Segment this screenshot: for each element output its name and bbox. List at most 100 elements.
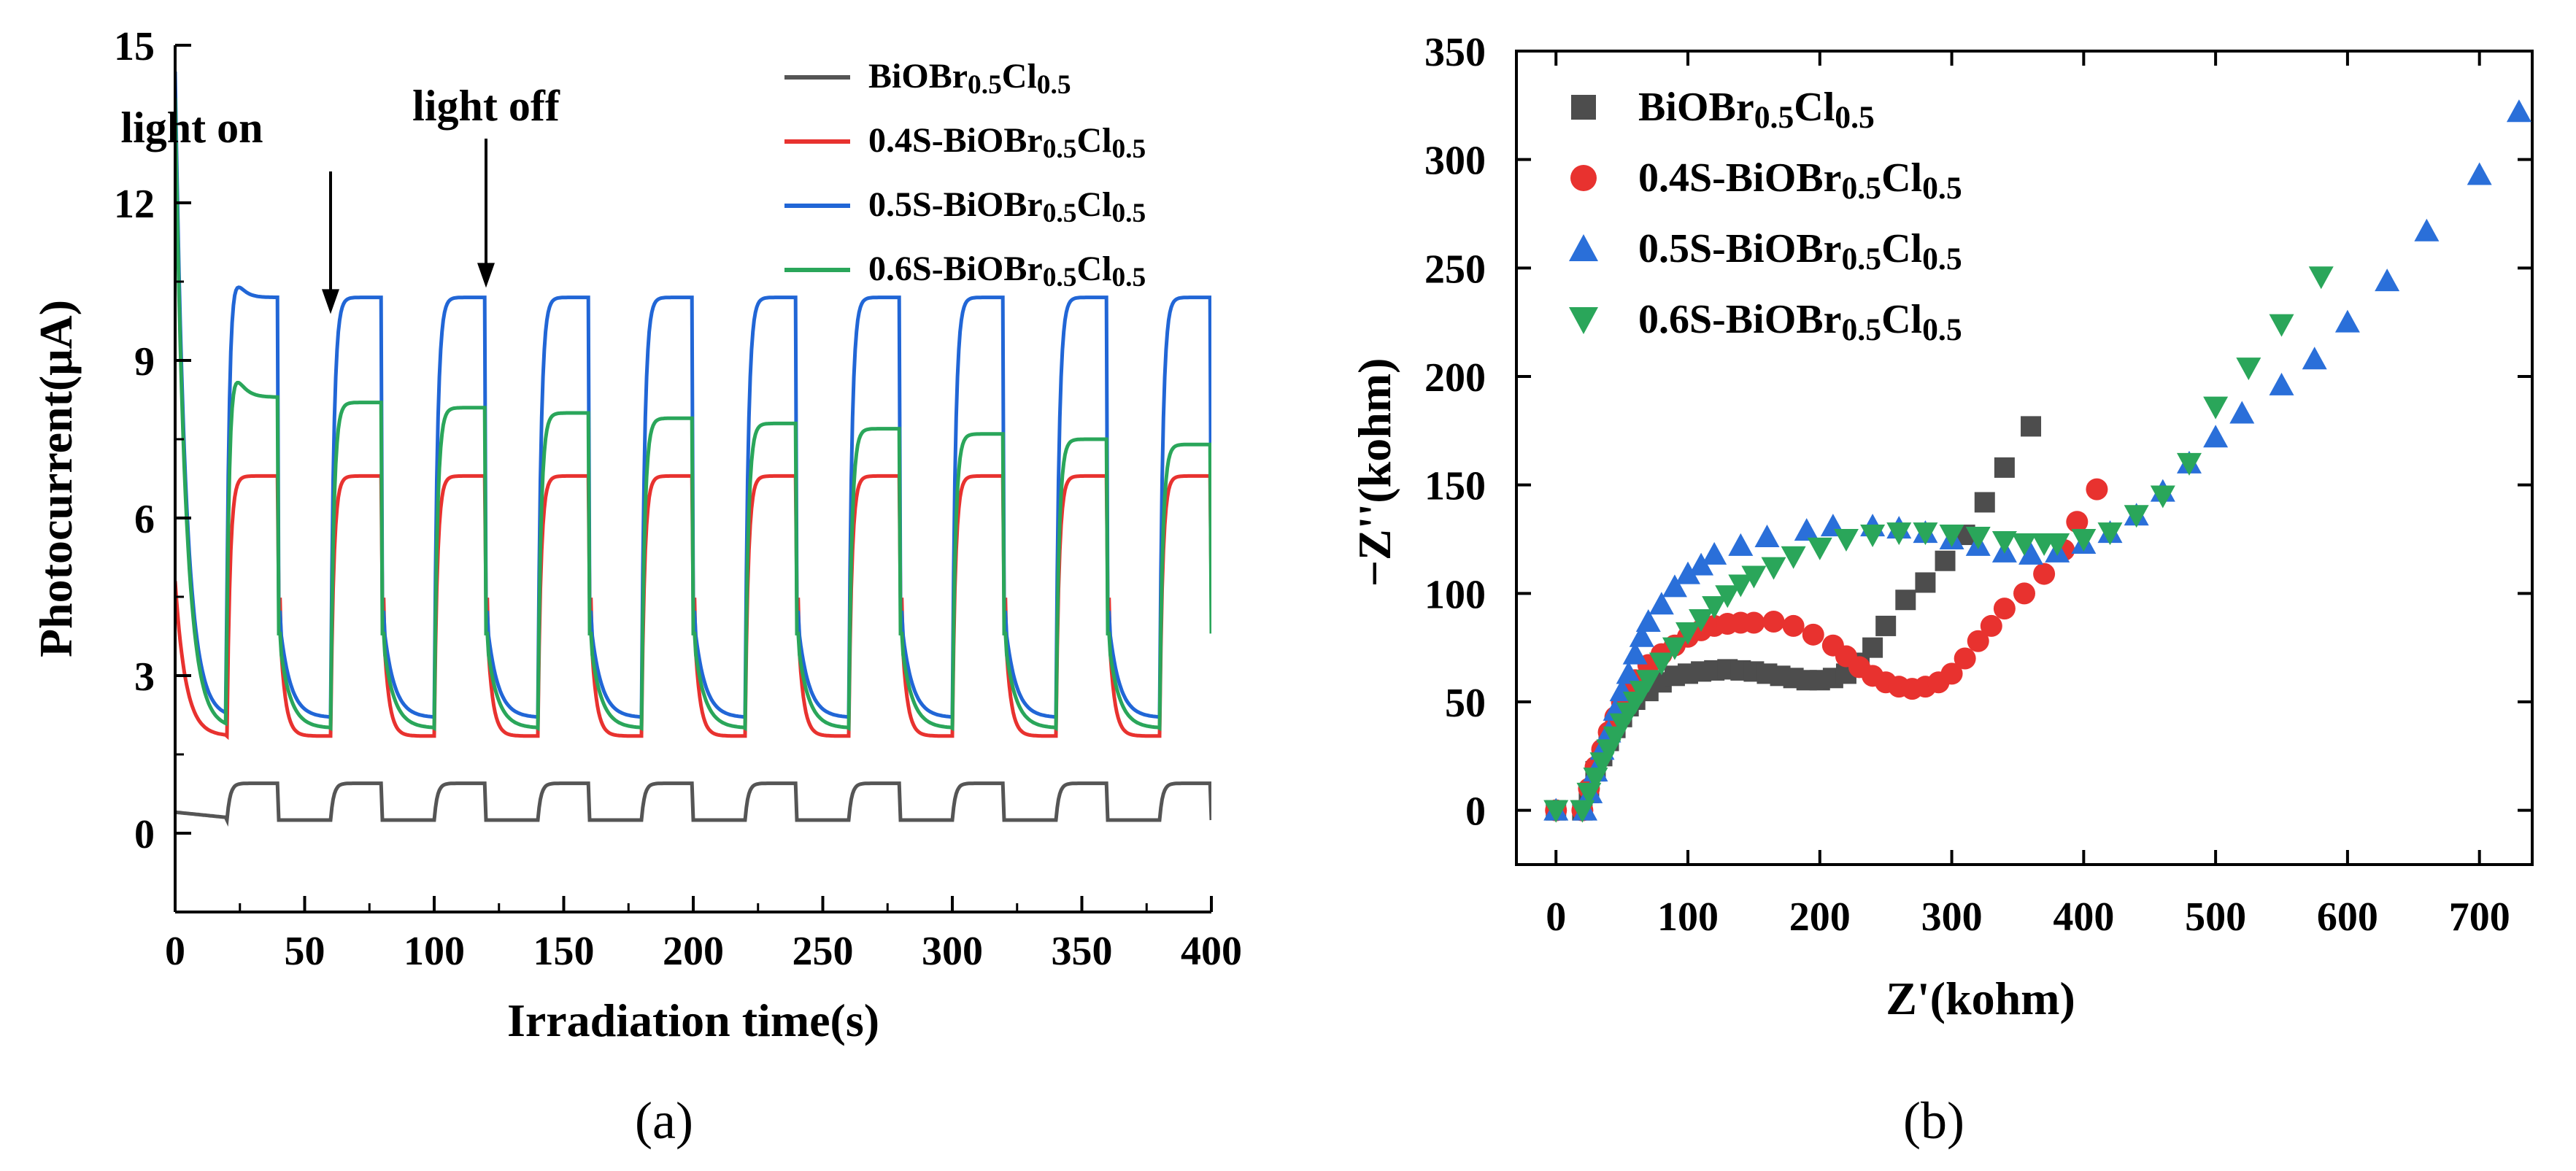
label-part: Cl bbox=[1076, 121, 1111, 160]
label-part: 0.5S-BiOBr bbox=[868, 185, 1043, 224]
x-tick-label: 350 bbox=[1052, 929, 1113, 974]
label-part: 0.6S-BiOBr bbox=[1638, 297, 1841, 342]
data-point-0 bbox=[1974, 492, 1995, 513]
data-point-3 bbox=[1761, 557, 1786, 580]
data-point-3 bbox=[2097, 522, 2123, 546]
data-point-3 bbox=[1689, 609, 1714, 633]
label-part: 0.5S-BiOBr bbox=[1638, 226, 1841, 271]
x-axis-label: Z'(kohm) bbox=[1886, 973, 2075, 1024]
legend-label-3: 0.6S-BiOBr0.5Cl0.5 bbox=[868, 250, 1146, 293]
label-part: Cl bbox=[1002, 57, 1037, 96]
data-point-3 bbox=[1833, 529, 1859, 552]
data-point-3 bbox=[2012, 533, 2037, 556]
x-tick-label: 150 bbox=[533, 929, 595, 974]
x-tick-label: 500 bbox=[2185, 894, 2246, 940]
legend-marker-0 bbox=[1571, 95, 1596, 120]
data-point-1 bbox=[1954, 647, 1976, 670]
data-point-3 bbox=[1860, 525, 1886, 548]
y-axis-label: Photocurrent(μA) bbox=[30, 300, 82, 657]
data-point-3 bbox=[2308, 266, 2334, 290]
x-tick-label: 300 bbox=[1921, 894, 1983, 940]
y-tick-label: 0 bbox=[134, 812, 155, 857]
legend-marker-3 bbox=[1569, 307, 1598, 334]
y-tick-label: 15 bbox=[114, 24, 155, 69]
label-part: 0.5 bbox=[1841, 171, 1881, 206]
label-part: BiOBr bbox=[868, 57, 968, 96]
data-point-2 bbox=[1754, 525, 1780, 548]
data-point-3 bbox=[2150, 485, 2175, 509]
y-tick-label: 200 bbox=[1424, 355, 1486, 401]
data-point-2 bbox=[2334, 309, 2360, 333]
annotation-arrow-head bbox=[322, 289, 339, 314]
data-point-0 bbox=[2021, 416, 2042, 437]
label-part: 0.5 bbox=[1841, 241, 1881, 277]
data-point-1 bbox=[1980, 614, 2002, 637]
label-part: 0.4S-BiOBr bbox=[1638, 155, 1841, 201]
data-point-1 bbox=[2086, 478, 2108, 501]
data-point-1 bbox=[1802, 623, 1824, 646]
data-point-3 bbox=[1886, 522, 1912, 546]
data-point-1 bbox=[2033, 563, 2056, 585]
data-point-0 bbox=[1935, 550, 1956, 571]
label-part: 0.5 bbox=[1111, 198, 1146, 228]
label-part: 0.5 bbox=[1922, 312, 1962, 347]
label-part: BiOBr bbox=[1638, 85, 1754, 130]
y-tick-label: 100 bbox=[1424, 572, 1486, 617]
label-part: 0.5 bbox=[1111, 263, 1146, 293]
y-tick-label: 350 bbox=[1424, 30, 1486, 75]
data-point-2 bbox=[2203, 425, 2229, 448]
series-line-3 bbox=[175, 97, 1211, 732]
legend-label-1: 0.4S-BiOBr0.5Cl0.5 bbox=[1638, 155, 1962, 206]
data-point-2 bbox=[2302, 347, 2327, 370]
label-part: Cl bbox=[1881, 155, 1922, 201]
data-point-1 bbox=[2013, 582, 2035, 605]
plot-frame bbox=[1515, 50, 2534, 866]
x-tick-label: 700 bbox=[2449, 894, 2510, 940]
data-point-1 bbox=[1762, 610, 1785, 633]
label-part: 0.5 bbox=[1111, 134, 1146, 164]
legend-label-1: 0.4S-BiOBr0.5Cl0.5 bbox=[868, 121, 1146, 164]
data-point-3 bbox=[1728, 574, 1754, 598]
data-point-3 bbox=[1543, 800, 1569, 823]
data-point-0 bbox=[1875, 615, 1897, 636]
data-point-2 bbox=[1629, 624, 1654, 647]
y-tick-label: 9 bbox=[134, 339, 155, 384]
data-point-2 bbox=[2506, 99, 2531, 123]
data-point-3 bbox=[1991, 530, 2017, 554]
label-part: 0.5 bbox=[1754, 100, 1794, 135]
data-point-3 bbox=[1662, 637, 1687, 660]
data-point-3 bbox=[1702, 596, 1727, 619]
label-part: Cl bbox=[1881, 297, 1922, 342]
label-part: 0.5 bbox=[1922, 171, 1962, 206]
x-tick-label: 50 bbox=[285, 929, 325, 974]
data-point-2 bbox=[1702, 541, 1727, 565]
x-tick-label: 200 bbox=[1789, 894, 1851, 940]
legend-marker-2 bbox=[1569, 234, 1598, 261]
data-point-3 bbox=[2124, 505, 2149, 528]
label-part: 0.5 bbox=[1835, 100, 1875, 135]
label-part: Cl bbox=[1076, 250, 1111, 288]
data-point-0 bbox=[1994, 457, 2015, 478]
data-point-0 bbox=[1862, 637, 1883, 658]
x-tick-label: 400 bbox=[2053, 894, 2114, 940]
y-tick-label: 50 bbox=[1445, 681, 1486, 726]
data-point-1 bbox=[2066, 511, 2089, 533]
data-point-3 bbox=[1570, 800, 1595, 823]
series-line-0 bbox=[175, 781, 1211, 827]
data-point-2 bbox=[1689, 552, 1714, 576]
data-point-3 bbox=[1807, 537, 1832, 560]
data-point-2 bbox=[1794, 518, 1819, 541]
y-tick-label: 12 bbox=[114, 182, 155, 227]
data-point-3 bbox=[2045, 533, 2070, 556]
y-tick-label: 250 bbox=[1424, 247, 1486, 292]
legend-label-0: BiOBr0.5Cl0.5 bbox=[1638, 85, 1875, 135]
label-part: 0.5 bbox=[1922, 241, 1962, 277]
data-point-3 bbox=[1939, 525, 1964, 548]
label-part: 0.5 bbox=[1043, 263, 1077, 293]
legend-label-2: 0.5S-BiOBr0.5Cl0.5 bbox=[868, 185, 1146, 228]
data-point-1 bbox=[1993, 598, 2016, 620]
legend-label-0: BiOBr0.5Cl0.5 bbox=[868, 57, 1071, 100]
y-axis-label: −Z''(kohm) bbox=[1349, 358, 1400, 587]
data-point-2 bbox=[2229, 401, 2255, 424]
